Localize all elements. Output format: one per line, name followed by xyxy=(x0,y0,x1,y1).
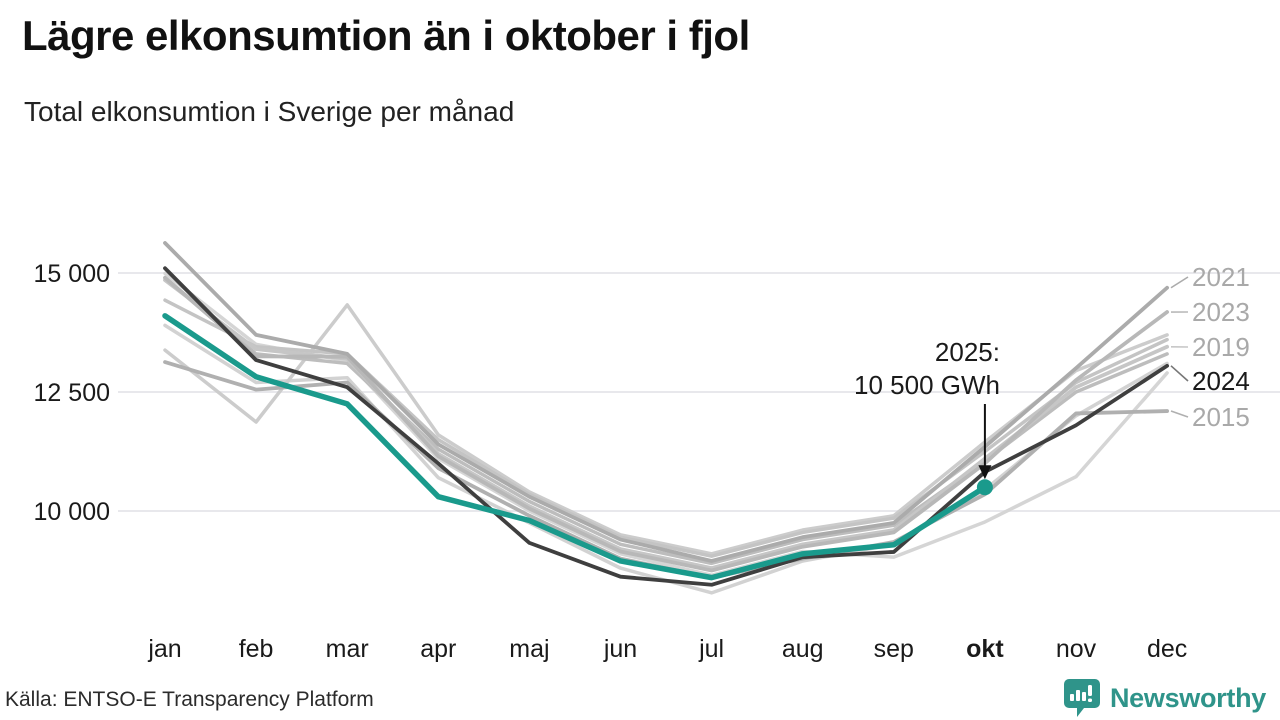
x-axis-label: nov xyxy=(1056,635,1097,663)
series-line-2019 xyxy=(163,278,1169,571)
series-line-2022 xyxy=(163,271,1169,578)
x-axis-label: jan xyxy=(147,635,181,663)
year-label-2024: 2024 xyxy=(1192,366,1250,396)
series-line-2018 xyxy=(163,303,1169,556)
annotation-arrowhead xyxy=(978,465,992,480)
endpoint-dot xyxy=(976,479,993,496)
page-subtitle: Total elkonsumtion i Sverige per månad xyxy=(24,96,515,127)
x-axis-label: aug xyxy=(782,635,824,663)
label-leader xyxy=(1170,276,1189,289)
x-axis-label: jul xyxy=(698,635,724,663)
label-leader xyxy=(1170,410,1189,418)
x-axis-label: okt xyxy=(966,635,1004,663)
newsworthy-logo-icon xyxy=(1063,679,1100,717)
annotation-year: 2025: xyxy=(934,337,1000,367)
annotation-value: 10 500 GWh xyxy=(854,370,1000,400)
x-axis-label: apr xyxy=(420,635,456,663)
series-line-2016 xyxy=(163,298,1169,558)
newsworthy-logo-text: Newsworthy xyxy=(1109,682,1266,713)
x-axis-label: dec xyxy=(1147,635,1187,663)
newsworthy-logo: Newsworthy xyxy=(1063,676,1266,720)
y-axis-label: 10 000 xyxy=(34,498,110,526)
year-label-2015: 2015 xyxy=(1192,402,1250,432)
series-line-2023 xyxy=(163,275,1169,573)
series-line-2024 xyxy=(163,266,1169,587)
page-title: Lägre elkonsumtion än i oktober i fjol xyxy=(22,12,750,59)
source-note: Källa: ENTSO-E Transparency Platform xyxy=(5,688,374,711)
x-axis-label: feb xyxy=(239,635,274,663)
x-axis-label: maj xyxy=(509,635,549,663)
x-axis-label: jun xyxy=(603,635,637,663)
label-leader xyxy=(1170,365,1189,382)
year-label-2019: 2019 xyxy=(1192,332,1250,362)
series-line-2025 xyxy=(162,313,988,581)
x-axis-label: sep xyxy=(874,635,914,663)
y-axis-label: 15 000 xyxy=(34,260,110,288)
y-axis-label: 12 500 xyxy=(34,379,110,407)
x-axis-label: mar xyxy=(326,635,369,663)
series-line-2021 xyxy=(163,241,1169,563)
year-label-2023: 2023 xyxy=(1192,297,1250,327)
year-label-2021: 2021 xyxy=(1192,262,1250,292)
annotation: 2025: 10 500 GWh xyxy=(700,336,1000,402)
